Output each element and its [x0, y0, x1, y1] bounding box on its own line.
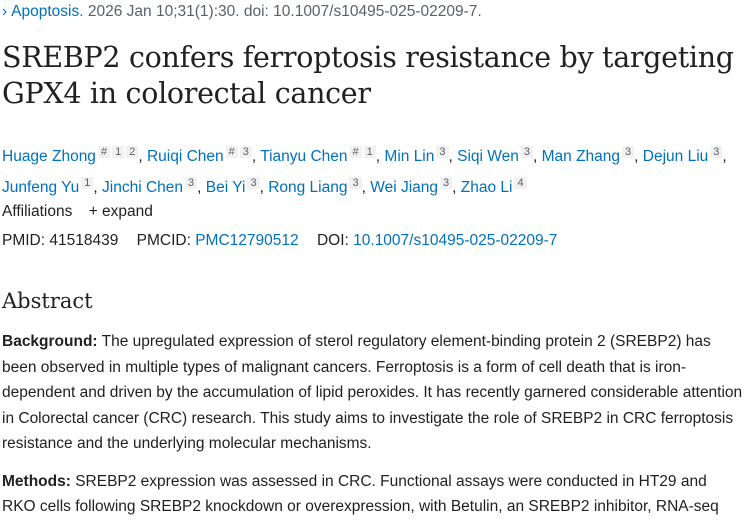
affiliations: Affiliations + expand: [2, 203, 153, 221]
chevron-right-icon: ›: [2, 3, 8, 20]
pmid-label: PMID:: [2, 232, 46, 249]
author-link[interactable]: Min Lin: [384, 148, 435, 165]
author-link[interactable]: Huage Zhong: [2, 148, 96, 165]
author-link[interactable]: Wei Jiang: [370, 179, 439, 196]
abstract-body: Background: The upregulated expression o…: [2, 329, 744, 532]
author-link[interactable]: Siqi Wen: [457, 148, 519, 165]
section-label: Methods:: [2, 472, 71, 490]
citation-details: 2026 Jan 10;31(1):30. doi: 10.1007/s1049…: [87, 3, 482, 20]
author: Junfeng Yu 1: [2, 177, 94, 196]
affiliation-marker[interactable]: 1: [363, 146, 376, 158]
author: Wei Jiang 3: [370, 177, 453, 196]
abstract-background: Background: The upregulated expression o…: [2, 329, 744, 457]
author-link[interactable]: Zhao Li: [460, 179, 513, 196]
author-link[interactable]: Jinchi Chen: [102, 179, 184, 196]
affiliation-marker[interactable]: #: [97, 146, 111, 158]
affiliation-marker[interactable]: #: [349, 146, 362, 158]
author: Bei Yi 3: [205, 177, 260, 196]
doi-link[interactable]: 10.1007/s10495-025-02209-7: [353, 232, 558, 249]
author-link[interactable]: Bei Yi: [205, 179, 246, 196]
identifiers: PMID: 41518439 PMCID: PMC12790512 DOI: 1…: [2, 232, 571, 250]
citation: › Apoptosis. 2026 Jan 10;31(1):30. doi: 1…: [2, 3, 482, 21]
affiliation-marker[interactable]: 3: [239, 146, 252, 158]
affiliation-marker[interactable]: 2: [126, 146, 139, 158]
affiliation-marker[interactable]: 3: [440, 177, 453, 189]
affiliation-marker[interactable]: 3: [185, 177, 198, 189]
author-list: Huage Zhong #1 2, Ruiqi Chen #3, Tianyu Che…: [2, 146, 727, 196]
author: Ruiqi Chen #3: [146, 146, 252, 165]
affiliation-marker[interactable]: 1: [81, 177, 94, 189]
author-link[interactable]: Dejun Liu: [642, 148, 709, 165]
author-link[interactable]: Ruiqi Chen: [146, 148, 224, 165]
author: Dejun Liu 3: [642, 146, 723, 165]
author: Zhao Li 4: [460, 177, 527, 196]
affiliation-marker[interactable]: #: [225, 146, 238, 158]
author-link[interactable]: Man Zhang: [541, 148, 621, 165]
author-link[interactable]: Junfeng Yu: [2, 179, 80, 196]
expand-affiliations-button[interactable]: + expand: [88, 203, 153, 220]
author: Tianyu Chen #1: [260, 146, 376, 165]
doi-label: DOI:: [316, 232, 349, 249]
affiliation-marker[interactable]: 3: [520, 146, 533, 158]
author: Jinchi Chen 3: [102, 177, 198, 196]
section-text: The upregulated expression of sterol reg…: [2, 333, 743, 452]
abstract-heading: Abstract: [2, 289, 93, 313]
author: Huage Zhong #1 2: [2, 146, 139, 165]
abstract-methods: Methods: SREBP2 expression was assessed …: [2, 469, 744, 520]
author: Rong Liang 3: [268, 177, 362, 196]
author: Man Zhang 3: [541, 146, 635, 165]
section-label: Background:: [2, 333, 98, 350]
article-title: SREBP2 confers ferroptosis resistance by…: [2, 41, 734, 110]
section-text: SREBP2 expression was assessed in CRC. F…: [2, 472, 719, 516]
pmcid-link[interactable]: PMC12790512: [195, 232, 299, 249]
affiliation-marker[interactable]: 3: [622, 146, 635, 158]
author: Siqi Wen 3: [457, 146, 533, 165]
affiliation-marker[interactable]: 4: [514, 177, 527, 189]
affiliation-marker[interactable]: 3: [710, 146, 723, 158]
journal-link[interactable]: Apoptosis.: [11, 3, 84, 20]
author: Min Lin 3: [384, 146, 449, 165]
author-link[interactable]: Rong Liang: [268, 179, 348, 196]
affiliation-marker[interactable]: 3: [436, 146, 449, 158]
author-link[interactable]: Tianyu Chen: [260, 148, 348, 165]
pmcid-label: PMCID:: [136, 232, 191, 249]
affiliation-marker[interactable]: 3: [247, 177, 260, 189]
affiliation-marker[interactable]: 1: [112, 146, 125, 158]
affiliation-marker[interactable]: 3: [349, 177, 362, 189]
pmid-value: 41518439: [49, 232, 119, 249]
affiliations-label: Affiliations: [2, 203, 73, 220]
